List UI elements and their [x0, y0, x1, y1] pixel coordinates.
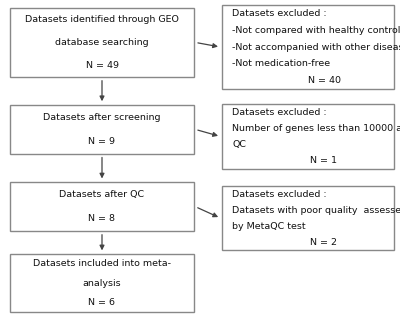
Text: N = 1: N = 1 — [310, 156, 338, 165]
Text: Datasets excluded :: Datasets excluded : — [232, 190, 327, 198]
Text: Number of genes less than 10000 after: Number of genes less than 10000 after — [232, 124, 400, 133]
Bar — [222, 186, 394, 251]
Text: N = 8: N = 8 — [88, 214, 116, 223]
Bar — [10, 254, 194, 312]
Bar — [10, 8, 194, 77]
Bar — [222, 104, 394, 169]
Text: database searching: database searching — [55, 38, 149, 47]
Text: Datasets excluded :: Datasets excluded : — [232, 9, 327, 18]
Text: N = 6: N = 6 — [88, 298, 116, 307]
Text: -Not accompanied with other disease: -Not accompanied with other disease — [232, 43, 400, 51]
Text: N = 2: N = 2 — [310, 238, 338, 247]
Text: Datasets after QC: Datasets after QC — [60, 190, 144, 199]
Text: -Not compared with healthy controls: -Not compared with healthy controls — [232, 26, 400, 35]
Bar — [222, 5, 394, 89]
Text: QC: QC — [232, 140, 246, 149]
Text: analysis: analysis — [83, 279, 121, 288]
Text: -Not medication-free: -Not medication-free — [232, 59, 330, 68]
Text: N = 49: N = 49 — [86, 61, 118, 70]
Text: N = 9: N = 9 — [88, 137, 116, 146]
Text: Datasets included into meta-: Datasets included into meta- — [33, 259, 171, 268]
Bar — [10, 105, 194, 154]
Bar — [10, 182, 194, 231]
Text: Datasets identified through GEO: Datasets identified through GEO — [25, 15, 179, 24]
Text: by MetaQC test: by MetaQC test — [232, 222, 306, 231]
Text: N = 40: N = 40 — [308, 76, 340, 85]
Text: Datasets with poor quality  assessed: Datasets with poor quality assessed — [232, 206, 400, 215]
Text: Datasets excluded :: Datasets excluded : — [232, 108, 327, 117]
Text: Datasets after screening: Datasets after screening — [43, 113, 161, 122]
